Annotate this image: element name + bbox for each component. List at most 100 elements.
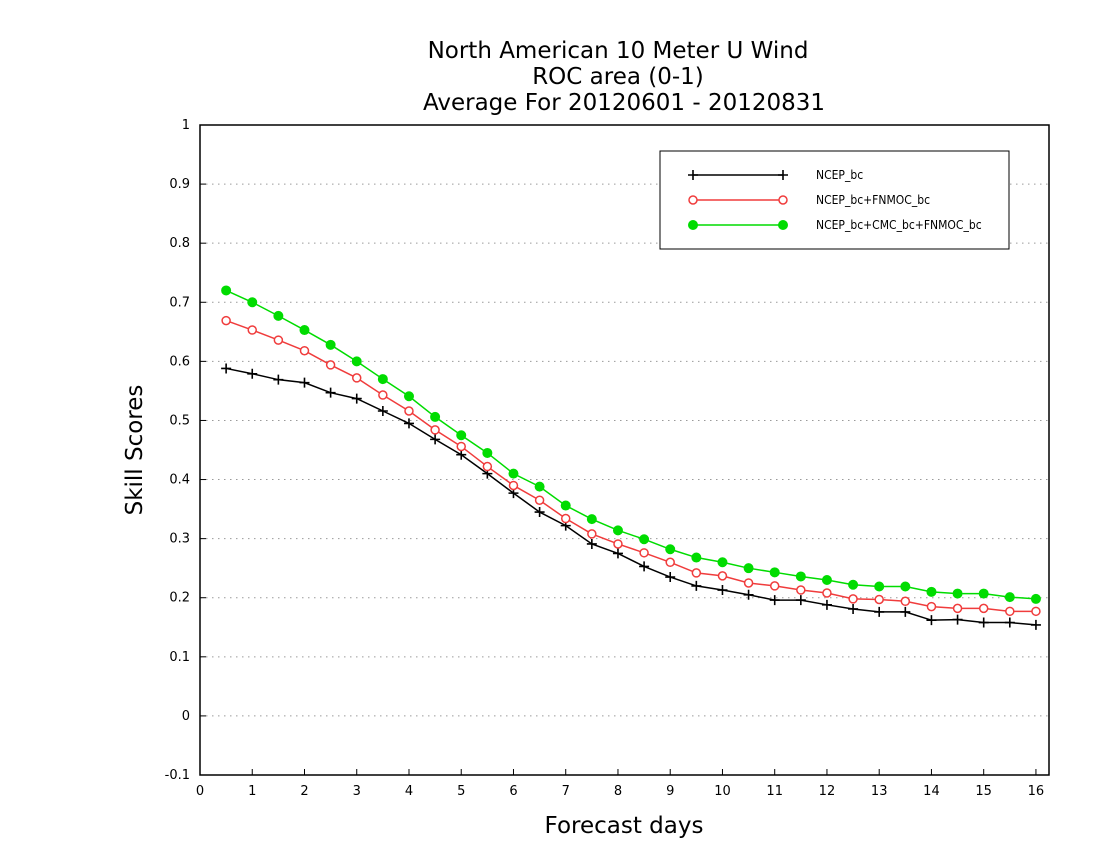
x-tick-label: 16 bbox=[1028, 784, 1045, 799]
data-point bbox=[717, 557, 728, 568]
data-point bbox=[325, 387, 336, 398]
data-point bbox=[1030, 619, 1041, 630]
x-tick-label: 1 bbox=[248, 784, 256, 799]
y-axis-ticks: -0.1 0 0.1 0.2 0.3 0.4 0.5 0.6 0.7 0.8 0.9 1 bbox=[165, 118, 206, 783]
data-point bbox=[1004, 617, 1015, 628]
data-point bbox=[778, 170, 788, 180]
data-point bbox=[273, 310, 284, 321]
data-point bbox=[325, 339, 336, 350]
data-point bbox=[795, 595, 806, 606]
data-point bbox=[688, 170, 698, 180]
data-point bbox=[926, 601, 937, 612]
data-point bbox=[952, 603, 963, 614]
data-point bbox=[778, 195, 788, 205]
data-point bbox=[978, 588, 989, 599]
y-tick-label: 0.1 bbox=[169, 650, 190, 665]
x-tick-label: 5 bbox=[457, 784, 465, 799]
x-tick-label: 12 bbox=[819, 784, 836, 799]
data-point bbox=[560, 513, 571, 524]
data-point bbox=[612, 525, 623, 536]
data-point bbox=[534, 495, 545, 505]
chart-title-line-1: North American 10 Meter U Wind bbox=[428, 38, 809, 64]
y-tick-label: 0.8 bbox=[169, 236, 190, 251]
data-point bbox=[1030, 593, 1041, 604]
series-group bbox=[221, 285, 1041, 630]
data-point bbox=[221, 363, 232, 374]
data-point bbox=[482, 461, 493, 472]
y-tick-label: -0.1 bbox=[165, 768, 190, 783]
data-point bbox=[482, 447, 493, 458]
x-tick-label: 6 bbox=[509, 784, 517, 799]
data-point bbox=[403, 418, 414, 429]
x-tick-label: 10 bbox=[714, 784, 731, 799]
x-tick-label: 9 bbox=[666, 784, 674, 799]
data-point bbox=[796, 585, 806, 595]
data-point bbox=[403, 391, 414, 402]
data-point bbox=[247, 325, 257, 335]
data-point bbox=[665, 544, 676, 555]
y-tick-label: 0.7 bbox=[169, 295, 190, 310]
data-point bbox=[508, 480, 519, 491]
x-tick-label: 11 bbox=[766, 784, 783, 799]
data-point bbox=[926, 615, 937, 626]
data-point bbox=[848, 579, 859, 590]
y-tick-label: 0.4 bbox=[169, 473, 190, 488]
legend-label: NCEP_bc+CMC_bc+FNMOC_bc bbox=[816, 218, 982, 232]
chart-title-line-3: Average For 20120601 - 20120831 bbox=[423, 90, 825, 116]
data-point bbox=[743, 589, 754, 600]
data-point bbox=[247, 297, 258, 308]
y-tick-label: 0.3 bbox=[169, 532, 190, 547]
data-point bbox=[351, 373, 362, 383]
data-point bbox=[299, 377, 310, 388]
x-tick-label: 14 bbox=[923, 784, 940, 799]
y-tick-label: 1 bbox=[182, 118, 190, 133]
series-ncep-bc-cmc-bc-fnmoc-bc bbox=[221, 285, 1041, 604]
data-point bbox=[586, 514, 597, 525]
legend-item: NCEP_bc bbox=[688, 168, 863, 182]
y-tick-label: 0.5 bbox=[169, 413, 190, 428]
data-point bbox=[822, 588, 832, 598]
data-point bbox=[874, 581, 885, 592]
data-point bbox=[952, 614, 963, 625]
data-point bbox=[874, 594, 884, 605]
plot-frame bbox=[199, 124, 1050, 776]
data-point bbox=[848, 603, 859, 614]
x-tick-label: 13 bbox=[871, 784, 888, 799]
data-point bbox=[688, 220, 698, 230]
data-point bbox=[456, 430, 467, 441]
data-point bbox=[639, 534, 650, 545]
legend-item: NCEP_bc+FNMOC_bc bbox=[688, 193, 930, 207]
data-point bbox=[221, 315, 231, 326]
data-point bbox=[795, 571, 806, 582]
legend-label: NCEP_bc+FNMOC_bc bbox=[816, 193, 930, 207]
data-point bbox=[456, 449, 467, 460]
x-tick-label: 0 bbox=[196, 784, 204, 799]
y-axis-title: Skill Scores bbox=[122, 385, 148, 516]
data-point bbox=[778, 220, 788, 230]
y-tick-label: 0.9 bbox=[169, 177, 190, 192]
x-tick-label: 3 bbox=[353, 784, 361, 799]
data-point bbox=[377, 406, 388, 416]
data-point bbox=[221, 285, 232, 296]
data-point bbox=[273, 374, 284, 385]
data-point bbox=[665, 572, 676, 583]
data-point bbox=[508, 468, 519, 479]
y-tick-label: 0.6 bbox=[169, 354, 190, 369]
data-point bbox=[900, 606, 911, 617]
data-point bbox=[665, 557, 675, 568]
data-point bbox=[612, 548, 623, 559]
legend-item: NCEP_bc+CMC_bc+FNMOC_bc bbox=[688, 218, 982, 232]
data-point bbox=[691, 568, 702, 578]
data-point bbox=[978, 617, 989, 628]
x-tick-label: 7 bbox=[562, 784, 570, 799]
series-ncep-bc bbox=[221, 363, 1041, 630]
data-point bbox=[613, 539, 623, 549]
data-point bbox=[247, 368, 258, 379]
data-point bbox=[717, 571, 728, 581]
data-point bbox=[430, 411, 441, 422]
data-point bbox=[821, 599, 832, 610]
data-point bbox=[900, 596, 911, 607]
x-tick-label: 8 bbox=[614, 784, 622, 799]
